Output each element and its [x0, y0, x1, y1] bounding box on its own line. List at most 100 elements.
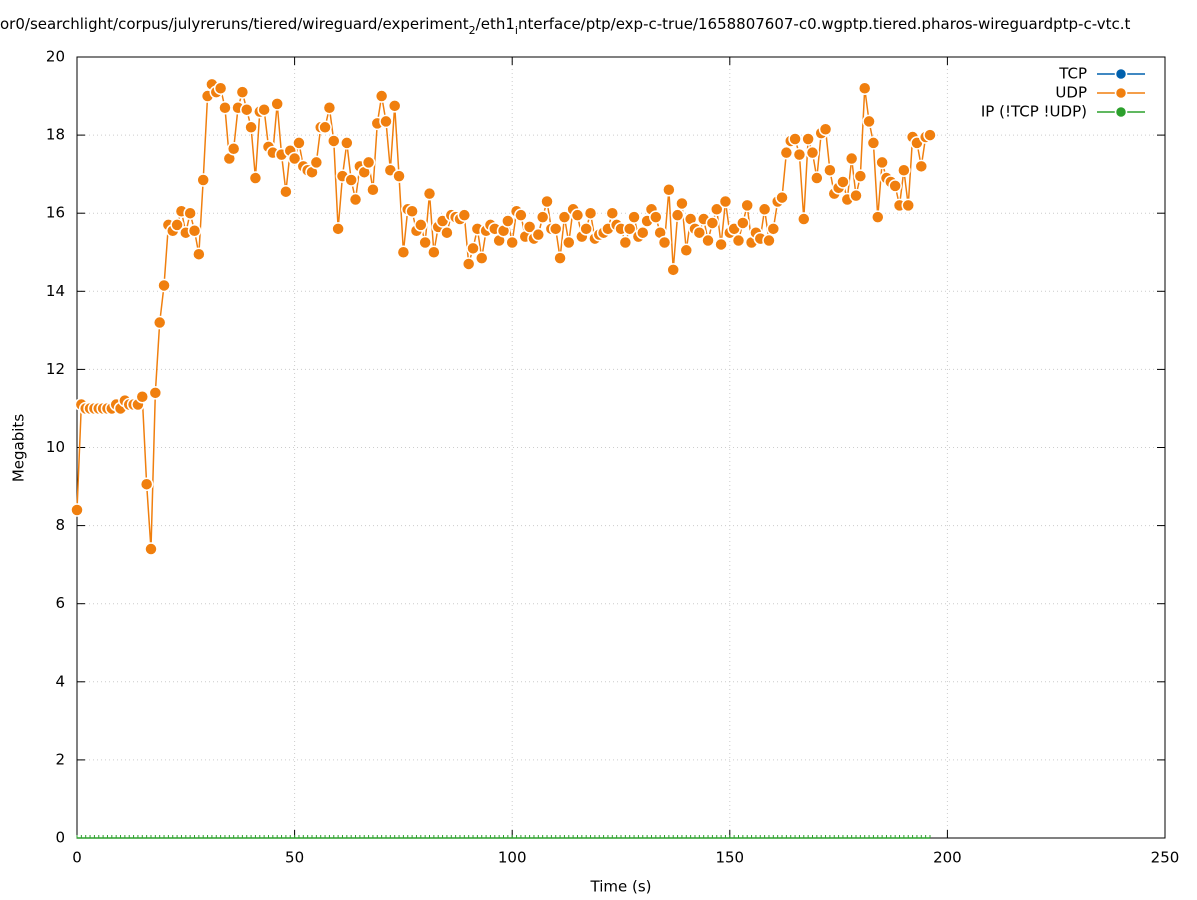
- series-point: [287, 151, 302, 166]
- series-point: [627, 210, 641, 224]
- series-point: [535, 210, 550, 224]
- series-point: [440, 225, 454, 240]
- series-point: [857, 81, 872, 95]
- series-point: [849, 188, 863, 203]
- y-tick-label: 10: [46, 438, 65, 456]
- series-point: [788, 132, 802, 146]
- series-point: [309, 155, 324, 170]
- series-point: [888, 179, 902, 193]
- series-point: [579, 222, 593, 236]
- series-point: [923, 128, 937, 142]
- y-tick-label: 20: [46, 48, 65, 66]
- series-point: [322, 101, 337, 115]
- series-point: [427, 245, 441, 259]
- series-point: [662, 183, 676, 197]
- series-point: [583, 206, 598, 220]
- series-point: [670, 208, 685, 222]
- series-point: [501, 214, 515, 228]
- series-point: [718, 194, 733, 209]
- series-point: [361, 155, 376, 170]
- series-point: [871, 210, 885, 224]
- series-point: [775, 190, 789, 205]
- series-point: [792, 147, 807, 162]
- series-point: [853, 169, 868, 183]
- series-point: [649, 210, 663, 224]
- series-point: [170, 218, 184, 232]
- series-point: [318, 120, 332, 135]
- legend-marker: [1114, 86, 1128, 100]
- series-point: [235, 85, 250, 99]
- series-point: [192, 247, 206, 261]
- y-tick-label: 4: [55, 672, 65, 690]
- chart-title: or0/searchlight/corpus/julyreruns/tiered…: [0, 15, 1130, 37]
- series-point: [466, 241, 480, 256]
- series-point: [505, 235, 519, 250]
- series-point: [731, 233, 746, 248]
- series-point: [797, 212, 811, 226]
- series-point: [239, 102, 254, 117]
- series-point: [196, 173, 210, 187]
- series-point: [148, 386, 163, 400]
- series-point: [474, 251, 489, 265]
- legend-label: TCP: [1058, 65, 1087, 83]
- series-point: [866, 136, 881, 150]
- title-segment: or0/searchlight/corpus/julyreruns/tiered…: [0, 15, 469, 33]
- series-point: [901, 198, 915, 213]
- series-point: [709, 202, 724, 217]
- series-point: [766, 222, 781, 236]
- series-point: [292, 136, 306, 150]
- title-segment: i: [515, 24, 518, 37]
- series-point: [823, 163, 837, 177]
- series-point: [636, 225, 650, 240]
- series-point: [562, 235, 576, 250]
- series-point: [605, 206, 620, 220]
- series-point: [675, 196, 689, 211]
- series-point: [805, 145, 820, 160]
- series-point: [218, 101, 232, 115]
- y-tick-label: 18: [46, 126, 65, 144]
- series-point: [396, 245, 411, 259]
- series-point: [801, 132, 815, 146]
- y-axis-label: Megabits: [10, 414, 28, 482]
- series-point: [514, 208, 528, 222]
- series-point: [270, 97, 284, 111]
- x-tick-label: 100: [498, 849, 527, 867]
- series-point: [226, 142, 241, 156]
- series-point: [757, 202, 772, 217]
- series-point: [666, 263, 680, 277]
- legend-marker: [1114, 105, 1128, 119]
- series-point: [152, 315, 167, 330]
- series-point: [279, 184, 293, 199]
- series-point: [379, 114, 393, 129]
- series-point: [836, 175, 850, 189]
- series-point: [422, 186, 437, 201]
- y-tick-label: 12: [46, 360, 65, 378]
- y-tick-label: 2: [55, 750, 65, 768]
- series-point: [257, 102, 271, 117]
- series-point: [701, 233, 715, 248]
- series-point: [135, 389, 150, 404]
- legend-marker: [1114, 67, 1128, 81]
- series-point: [714, 237, 728, 252]
- series-point: [762, 233, 776, 248]
- series-point: [522, 220, 537, 234]
- series-point: [366, 183, 380, 197]
- series-point: [387, 99, 402, 113]
- series-point: [679, 243, 694, 258]
- series-point: [553, 251, 567, 265]
- series-point: [248, 171, 263, 185]
- series-point: [897, 163, 911, 177]
- series-point: [657, 235, 672, 250]
- title-segment: nterface/ptp/exp-c-true/1658807607-c0.wg…: [518, 15, 1131, 33]
- series-point: [327, 134, 341, 148]
- series-point: [144, 542, 158, 556]
- series-point: [914, 159, 929, 174]
- series-point: [779, 145, 794, 160]
- series-point: [457, 208, 472, 222]
- series-point: [548, 222, 563, 236]
- y-tick-label: 0: [55, 829, 65, 847]
- series-point: [392, 169, 406, 183]
- series-point: [418, 235, 432, 250]
- series-point: [70, 503, 84, 517]
